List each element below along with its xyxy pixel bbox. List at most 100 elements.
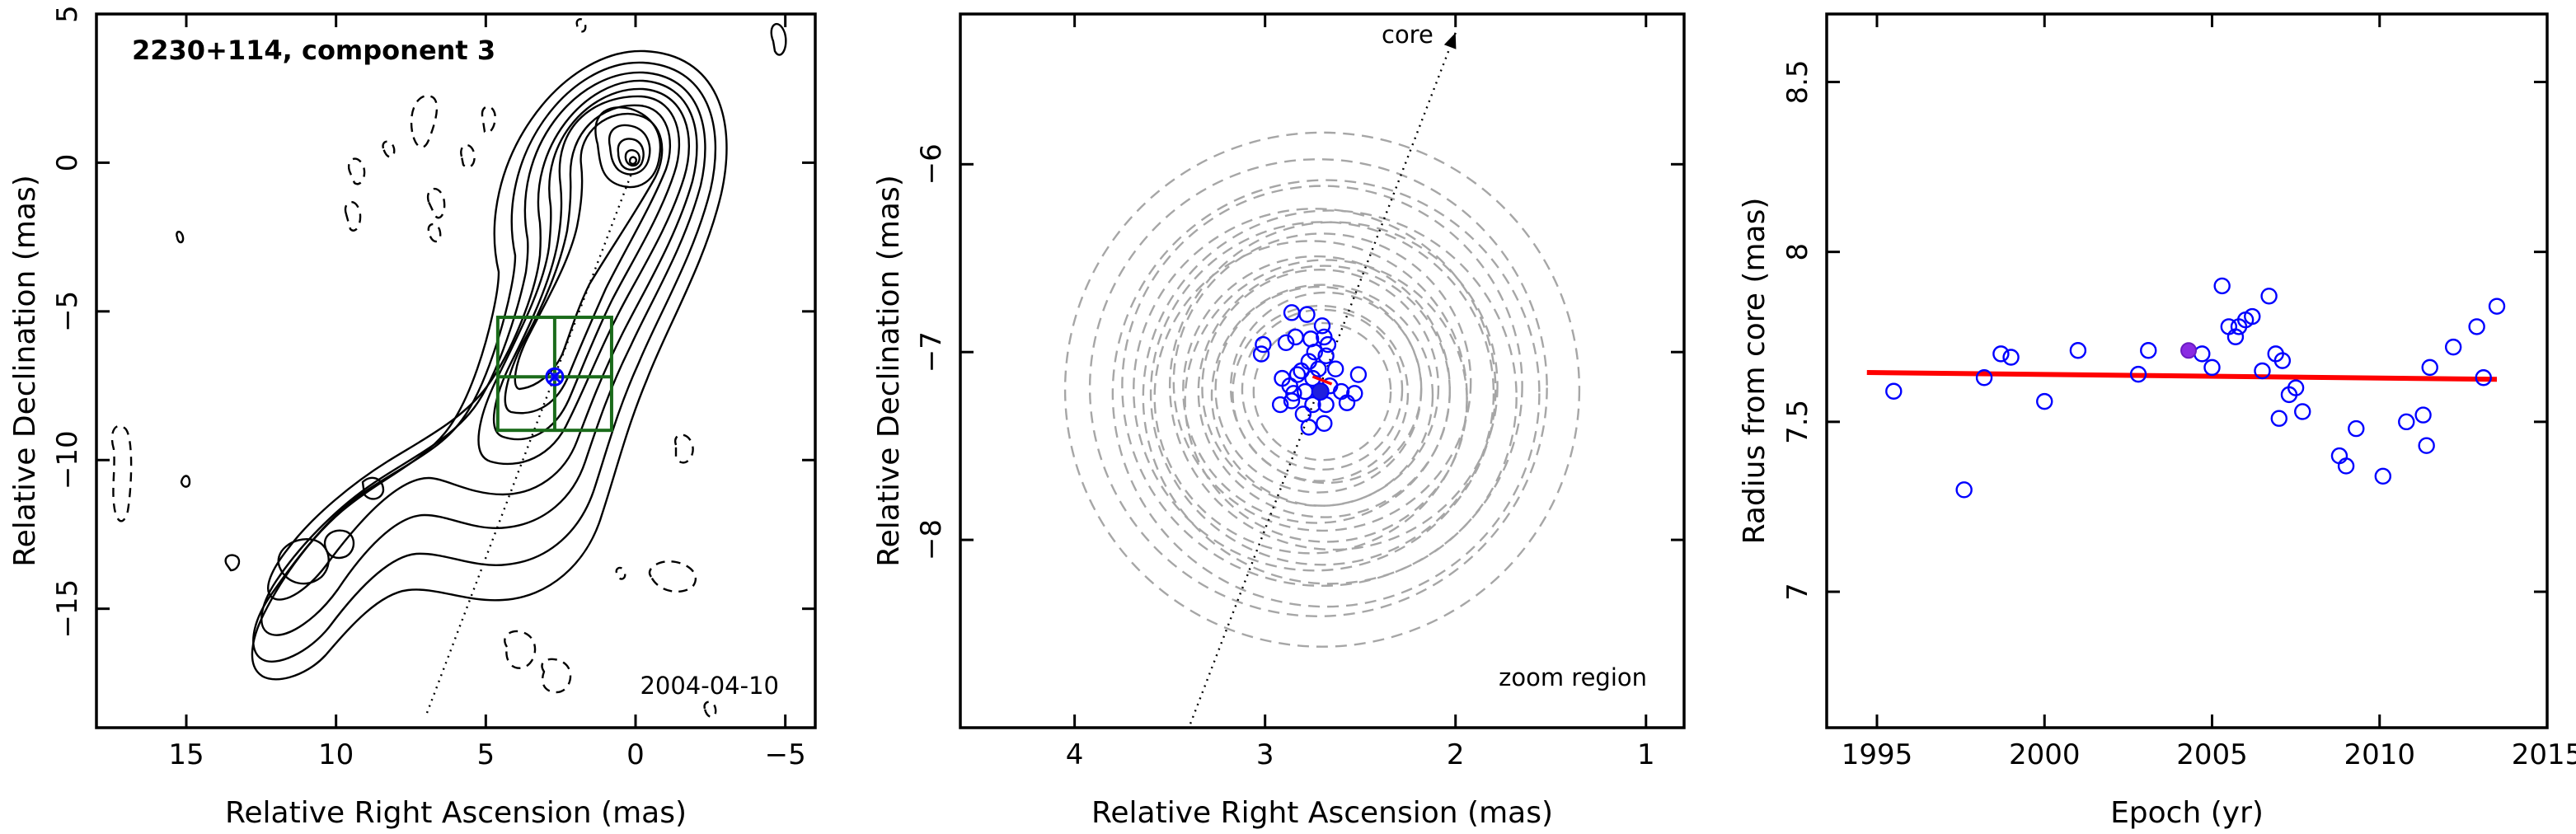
uncertainty-ring <box>1197 265 1452 518</box>
mean-position-marker <box>1311 382 1330 401</box>
panel1-title: 2230+114, component 3 <box>132 35 495 66</box>
uncertainty-ring <box>1252 321 1392 462</box>
panel3-frame <box>1825 12 2549 729</box>
position-point <box>1288 366 1307 383</box>
y-tick-label: −8 <box>915 519 948 560</box>
position-point <box>1283 392 1301 410</box>
x-tick-label: 2015 <box>2512 738 2576 771</box>
highlight-point <box>2180 342 2198 359</box>
x-tick-label: 4 <box>1066 738 1084 771</box>
panel1-xlabel: Relative Right Ascension (mas) <box>225 796 687 830</box>
position-point <box>1319 335 1337 354</box>
radius-point <box>1885 382 1903 400</box>
radius-point <box>2036 392 2053 410</box>
panel2-core-label: core <box>1382 21 1433 49</box>
uncertainty-ring <box>1121 185 1523 588</box>
position-point <box>1277 334 1295 352</box>
y-tick-label: 5 <box>51 5 84 23</box>
panel2-ticks: 4 3 2 1 −6 −7 −8 <box>915 14 1684 771</box>
y-tick-label: 8.5 <box>1781 59 1814 104</box>
radius-point <box>2129 365 2147 383</box>
y-tick-label: 7.5 <box>1781 400 1814 444</box>
panel2-ylabel: Relative Declination (mas) <box>872 175 906 567</box>
uncertainty-ring <box>1142 209 1518 585</box>
position-point <box>1326 360 1344 377</box>
position-point <box>1306 344 1323 361</box>
position-point <box>1255 335 1272 354</box>
linear-fit-line <box>1866 370 2498 382</box>
radius-point <box>2194 345 2211 363</box>
panel1-ylabel: Relative Declination (mas) <box>8 175 42 567</box>
panel1-date-label: 2004-04-10 <box>640 672 779 700</box>
mean-point <box>1311 382 1330 401</box>
uncertainty-ring <box>1133 208 1497 572</box>
radius-point <box>2398 413 2415 431</box>
x-tick-label: −5 <box>765 738 806 771</box>
radius-point <box>2260 288 2278 305</box>
radius-point <box>2468 318 2485 335</box>
arrowhead <box>1443 32 1457 49</box>
component-marker-cross <box>547 369 562 385</box>
position-point <box>1271 396 1289 414</box>
radius-point <box>2069 342 2087 359</box>
radius-point <box>2374 467 2392 485</box>
radius-point <box>1975 369 1993 387</box>
position-point <box>1300 419 1318 436</box>
radius-point <box>2348 419 2365 438</box>
y-tick-label: −10 <box>51 430 84 490</box>
position-point <box>1252 345 1270 363</box>
radio-map-panel: 15 10 5 0 −5 5 0 −5 −10 −15 2230+114, component 3… <box>8 5 817 830</box>
radius-point <box>2140 342 2157 359</box>
radius-point <box>2203 358 2221 377</box>
uncertainty-ring <box>1210 283 1434 507</box>
panel2-frame <box>959 12 1686 729</box>
x-tick-label: 2 <box>1447 738 1465 771</box>
position-point <box>1310 360 1327 377</box>
component-position-marker <box>545 367 565 387</box>
radius-point <box>2337 457 2355 475</box>
component-marker-ring <box>545 367 565 387</box>
position-point <box>1293 362 1310 380</box>
uncertainty-ring <box>1232 304 1410 482</box>
panel1-frame <box>95 12 817 729</box>
radius-point <box>2444 338 2462 356</box>
velocity-vector <box>1311 375 1333 386</box>
radius-point <box>1955 481 1973 499</box>
uncertainty-ring <box>1172 232 1472 532</box>
panel2-zoom-label: zoom region <box>1499 663 1647 691</box>
position-point <box>1317 347 1335 364</box>
y-tick-label: −6 <box>915 143 948 185</box>
radius-point <box>2414 406 2432 424</box>
x-tick-label: 10 <box>318 738 354 771</box>
radius-point <box>2270 410 2287 427</box>
position-point <box>1298 306 1316 323</box>
panel2-xlabel: Relative Right Ascension (mas) <box>1091 796 1553 830</box>
x-tick-label: 2005 <box>2176 738 2248 771</box>
zoom-panel: 4 3 2 1 −6 −7 −8 core zoom region Relative Rig… <box>872 12 1686 830</box>
highlighted-epoch-point <box>2180 342 2198 359</box>
x-tick-label: 0 <box>626 738 645 771</box>
uncertainty-ring <box>1229 291 1423 485</box>
radius-point <box>1992 345 2010 363</box>
uncertainty-ring <box>1111 179 1541 608</box>
core-direction-line-zoom <box>1188 32 1457 728</box>
panel1-ticks: 15 10 5 0 −5 5 0 −5 −10 −15 <box>51 5 815 771</box>
x-tick-label: 15 <box>168 738 204 771</box>
position-point <box>1316 415 1333 433</box>
radius-point <box>2273 352 2292 369</box>
position-point <box>1338 394 1356 411</box>
uncertainty-ring <box>1184 259 1468 543</box>
radius-point <box>2421 358 2438 377</box>
x-tick-label: 1995 <box>1842 738 1913 771</box>
uncertainty-rings <box>1063 131 1581 648</box>
position-point <box>1283 304 1301 321</box>
radius-point <box>2213 277 2231 295</box>
position-point <box>1285 385 1302 402</box>
radius-point <box>2294 403 2311 420</box>
radius-point <box>2488 298 2506 315</box>
y-tick-label: −15 <box>51 579 84 639</box>
radius-measurements <box>1885 277 2506 499</box>
position-point <box>1304 396 1321 414</box>
